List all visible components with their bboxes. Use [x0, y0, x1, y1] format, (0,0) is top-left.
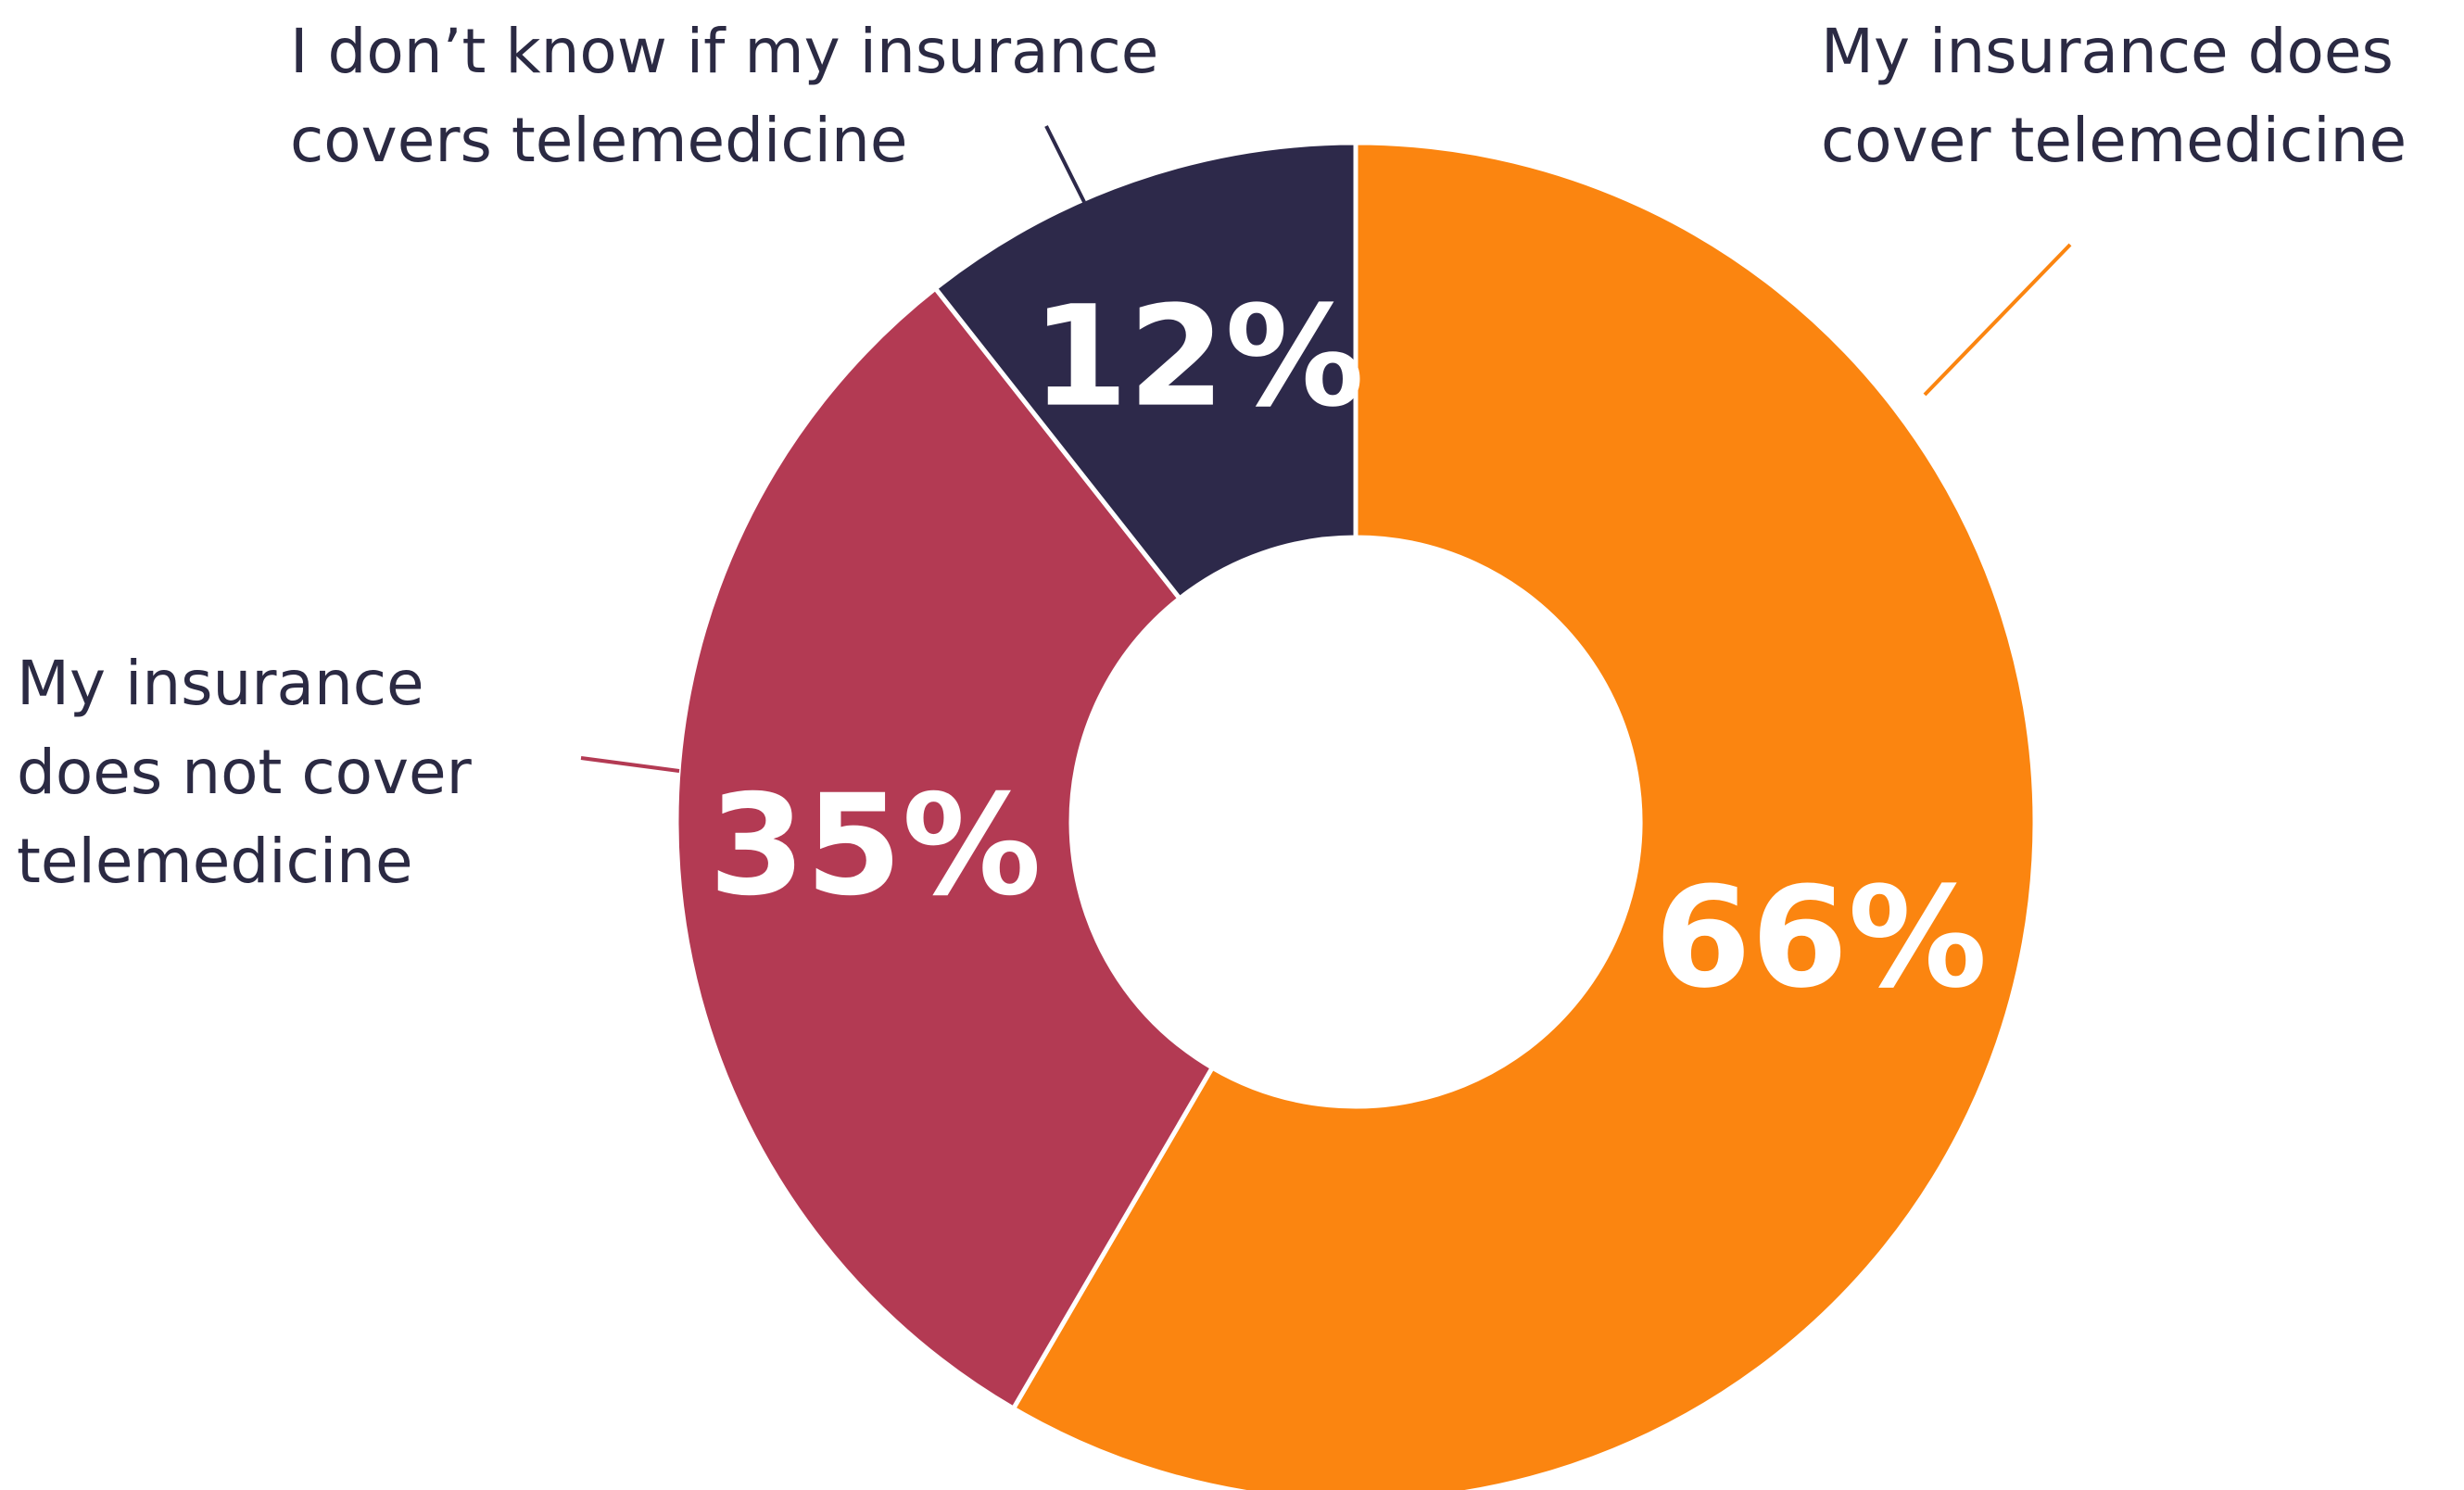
value-label: 12%	[1031, 277, 1364, 438]
value-label: 35%	[709, 765, 1042, 927]
leader-line	[1044, 125, 1086, 203]
leader-line	[580, 756, 680, 773]
slice	[674, 284, 1216, 1412]
leader-line	[1923, 243, 2072, 397]
slice-label: I don’t know if my insurance covers tele…	[290, 16, 1159, 176]
slice	[1010, 140, 2038, 1490]
slice	[931, 140, 1358, 602]
slice-label: My insurance does not cover telemedicine	[17, 648, 472, 897]
value-label: 66%	[1654, 858, 1987, 1019]
slice-label: My insurance does cover telemedicine	[1821, 16, 2407, 176]
